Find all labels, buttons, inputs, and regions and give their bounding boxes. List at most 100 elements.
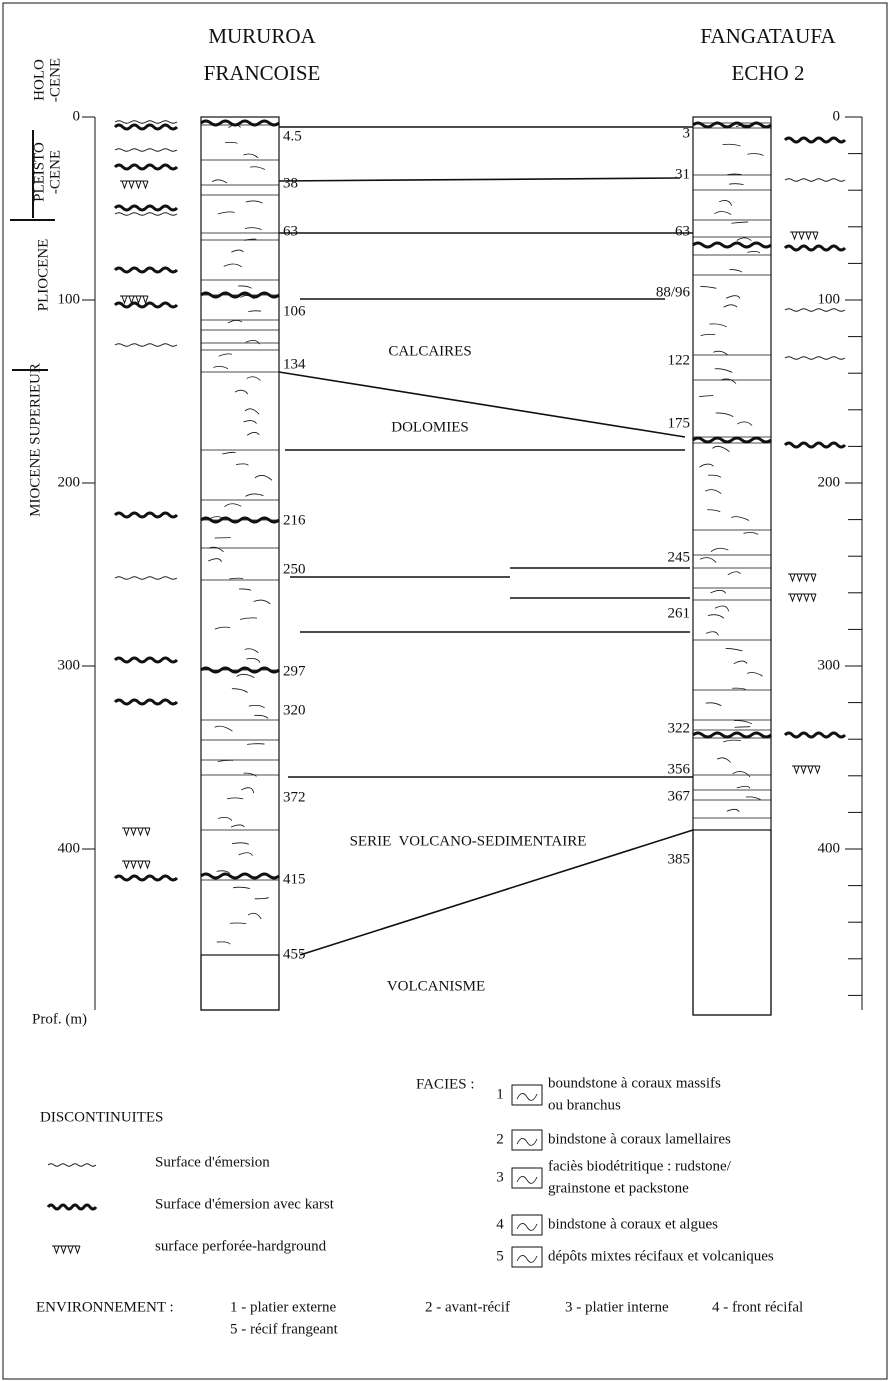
volcanic-hatch xyxy=(693,830,771,1015)
legend-item: bindstone à coraux et algues xyxy=(548,1216,718,1232)
karst-symbol xyxy=(115,876,177,880)
karst-symbol xyxy=(115,125,177,129)
facies-mark xyxy=(711,548,728,551)
facies-mark xyxy=(726,649,743,651)
facies-mark xyxy=(217,942,230,944)
legend-number: 5 xyxy=(496,1248,504,1264)
facies-mark xyxy=(213,366,227,368)
facies-mark xyxy=(229,578,243,579)
volcanic-hatch xyxy=(201,955,279,1010)
facies-mark xyxy=(733,771,750,776)
facies-mark xyxy=(699,464,713,467)
facies-mark xyxy=(245,649,258,653)
facies-mark xyxy=(215,726,233,731)
legend-title: FACIES : xyxy=(416,1076,474,1092)
facies-mark xyxy=(238,853,252,856)
depth-label: 38 xyxy=(283,175,298,191)
facies-mark xyxy=(737,422,752,426)
tick-label: 100 xyxy=(58,291,81,307)
facies-icon xyxy=(512,1215,542,1235)
facies-mark xyxy=(230,923,246,924)
correlation-line xyxy=(279,372,685,437)
legend-item: faciès biodétritique : rudstone/ xyxy=(548,1158,732,1174)
facies-mark xyxy=(247,744,264,745)
unit-label: CALCAIRES xyxy=(388,343,471,359)
unit-label: SERIE VOLCANO-SEDIMENTAIRE xyxy=(350,833,587,849)
facies-icon xyxy=(512,1168,542,1188)
age-label: PLIOCENE xyxy=(35,239,51,312)
facies-mark xyxy=(716,413,734,417)
facies-mark xyxy=(243,154,258,158)
facies-mark xyxy=(246,201,263,203)
emersion-symbol xyxy=(115,213,177,216)
age-label: -CENE xyxy=(47,58,63,102)
header: FRANCOISE xyxy=(204,61,321,85)
facies-mark xyxy=(228,320,242,323)
facies-mark xyxy=(224,264,242,267)
facies-mark xyxy=(701,334,716,335)
facies-mark xyxy=(236,464,248,466)
depth-label: 415 xyxy=(283,871,306,887)
legend-number: 1 xyxy=(496,1086,504,1102)
facies-mark xyxy=(744,532,759,534)
depth-label: 175 xyxy=(668,415,691,431)
facies-mark xyxy=(747,673,762,677)
emersion-symbol xyxy=(785,357,845,360)
hardground-symbol xyxy=(52,1246,80,1253)
karst-symbol xyxy=(785,246,845,250)
facies-mark xyxy=(723,144,741,146)
legend-item: Surface d'émersion xyxy=(155,1154,270,1170)
emersion-symbol xyxy=(48,1164,96,1167)
karst-symbol xyxy=(48,1205,96,1209)
facies-mark xyxy=(249,705,265,708)
facies-mark xyxy=(238,286,252,288)
depth-label: 216 xyxy=(283,512,306,528)
facies-mark xyxy=(235,390,248,394)
facies-mark xyxy=(734,721,752,724)
karst-symbol xyxy=(201,121,279,125)
karst-symbol xyxy=(693,123,771,127)
facies-mark xyxy=(225,504,242,507)
facies-mark xyxy=(699,396,713,397)
facies-mark xyxy=(250,167,265,170)
legend-item: 1 - platier externe xyxy=(230,1299,337,1315)
age-label: MIOCENE SUPERIEUR xyxy=(27,363,43,517)
legend-item: 3 - platier interne xyxy=(565,1299,669,1315)
legend-item: boundstone à coraux massifs xyxy=(548,1075,721,1091)
depth-label: 63 xyxy=(675,223,690,239)
facies-mark xyxy=(730,270,742,273)
depth-label: 88/96 xyxy=(656,284,691,300)
tick-label: 100 xyxy=(818,291,841,307)
karst-symbol xyxy=(785,733,845,737)
legend-number: 4 xyxy=(496,1216,504,1232)
legend-item: dépôts mixtes récifaux et volcaniques xyxy=(548,1248,774,1264)
facies-mark xyxy=(715,606,729,611)
karst-symbol xyxy=(201,874,279,878)
legend-item: grainstone et packstone xyxy=(548,1180,689,1196)
facies-mark xyxy=(712,446,729,451)
legend-item: surface perforée-hardground xyxy=(155,1238,327,1254)
facies-mark xyxy=(232,689,248,693)
facies-icon xyxy=(512,1085,542,1105)
facies-mark xyxy=(246,340,260,344)
facies-mark xyxy=(734,661,747,664)
header: MURUROA xyxy=(208,24,316,48)
facies-icon-mark xyxy=(517,1223,537,1230)
facies-mark xyxy=(233,887,250,888)
tick-label: 400 xyxy=(58,840,81,856)
frame xyxy=(3,3,887,1379)
facies-mark xyxy=(731,222,748,223)
facies-mark xyxy=(218,817,232,820)
facies-mark xyxy=(700,287,716,289)
facies-mark xyxy=(215,627,230,629)
legend-title: ENVIRONNEMENT : xyxy=(36,1299,174,1315)
facies-mark xyxy=(724,305,737,307)
karst-symbol xyxy=(785,443,845,447)
facies-mark xyxy=(247,658,261,662)
facies-mark xyxy=(706,703,722,706)
karst-symbol xyxy=(115,165,177,169)
legend-item: 4 - front récifal xyxy=(712,1299,803,1315)
facies-mark xyxy=(243,421,256,424)
facies-icon-mark xyxy=(517,1138,537,1145)
depth-label: 385 xyxy=(668,851,691,867)
